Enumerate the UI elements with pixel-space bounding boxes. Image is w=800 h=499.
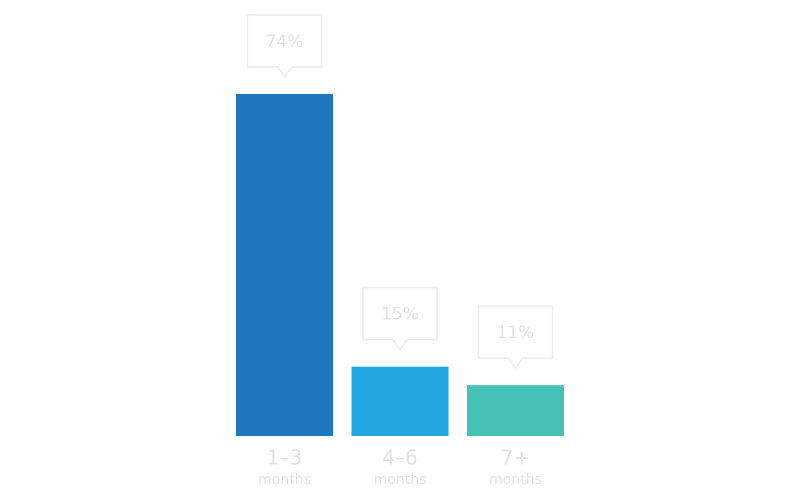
bar [351,366,449,436]
x-tick-label: 7+ [501,446,530,470]
callout-box [362,286,438,351]
x-tick-label: 1–3 [267,446,302,470]
x-tick-unit: months [258,472,311,488]
value-label: 74% [266,32,304,52]
x-tick-label: 4–6 [382,446,417,470]
x-tick-unit: months [489,472,542,488]
value-label: 15% [381,305,419,325]
value-label: 11% [497,323,535,343]
callout-box [246,14,323,79]
callout-box [477,305,554,370]
bar [236,94,333,436]
x-tick-unit: months [374,472,427,488]
bar [467,385,564,436]
